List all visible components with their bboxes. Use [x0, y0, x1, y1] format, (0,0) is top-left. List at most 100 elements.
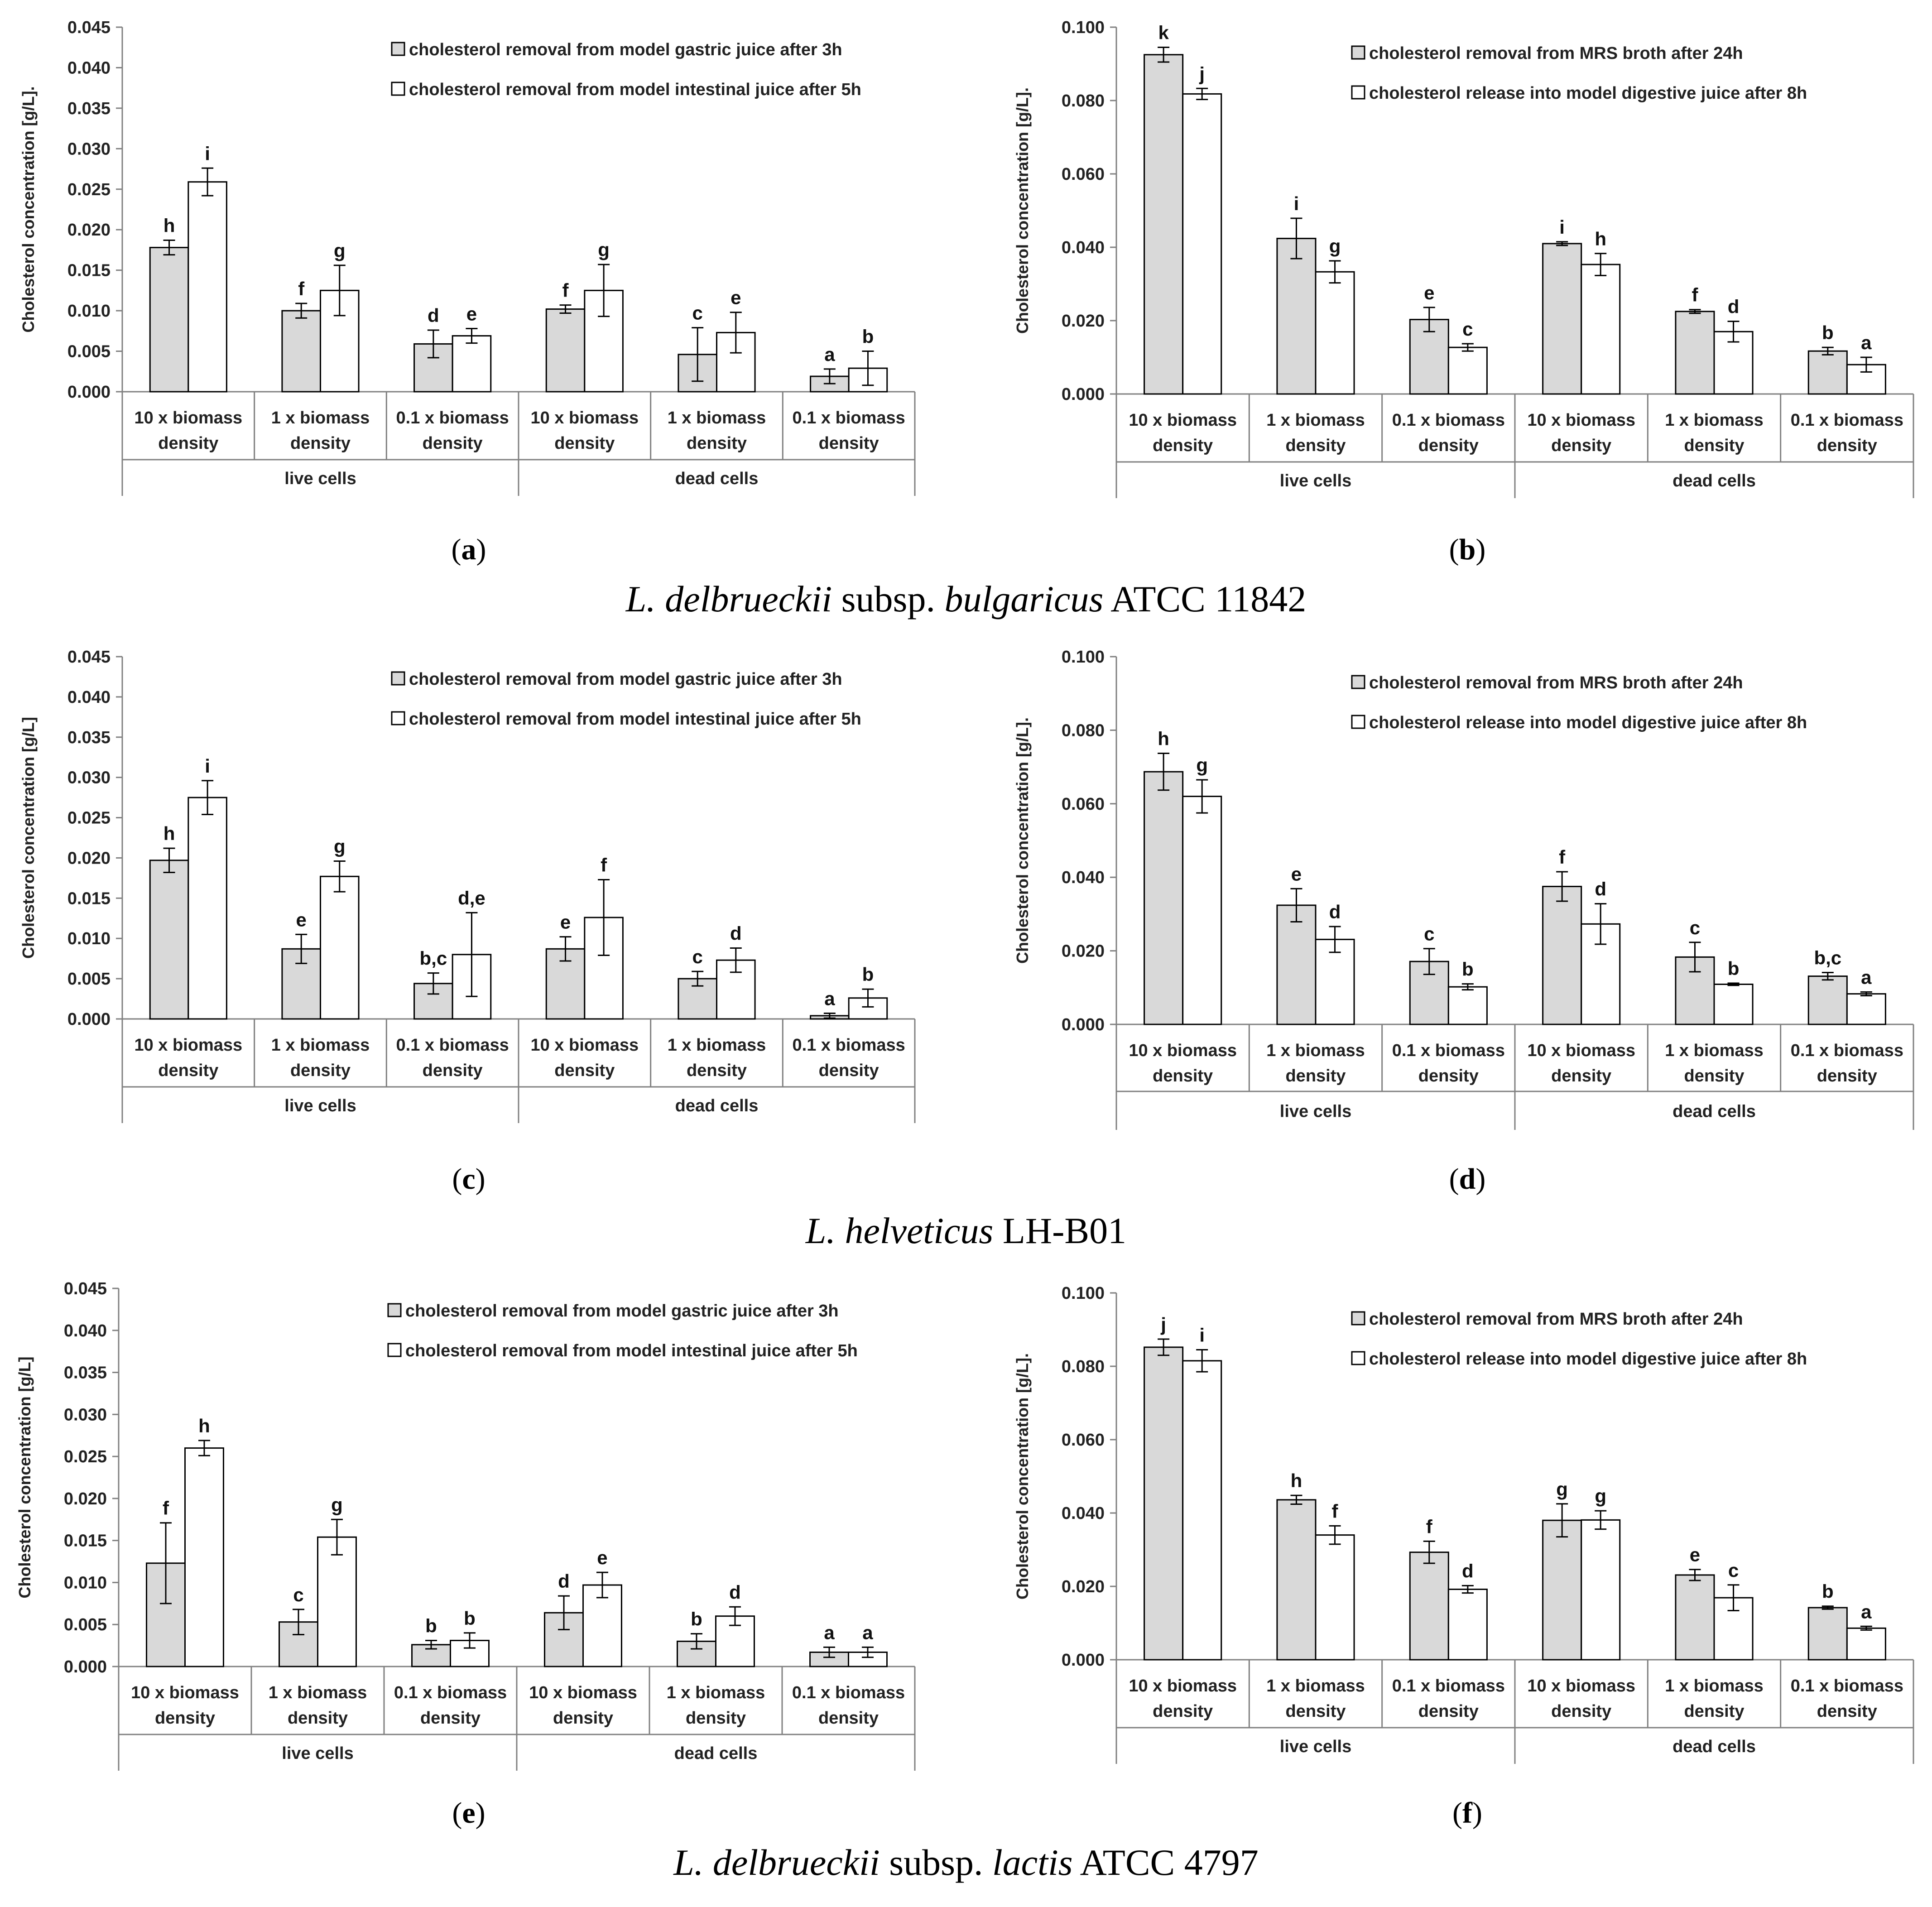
x-category-label: 10 x biomass	[1129, 1676, 1237, 1696]
y-tick-label: 0.020	[67, 849, 111, 868]
legend-label: cholesterol removal from MRS broth after…	[1369, 44, 1743, 63]
legend-swatch	[391, 82, 405, 96]
bar-series2	[1182, 93, 1222, 395]
x-category-label: 10 x biomass	[530, 1036, 639, 1055]
x-category-label: density	[1285, 1066, 1346, 1086]
legend-label: cholesterol removal from MRS broth after…	[1369, 1310, 1743, 1329]
significance-label: f	[1426, 1516, 1433, 1537]
y-tick-label: 0.040	[1062, 868, 1105, 887]
legend-swatch	[1351, 45, 1365, 60]
x-category-label: 1 x biomass	[1266, 1676, 1365, 1696]
significance-label: j	[1199, 63, 1205, 84]
panel-label: (c)	[452, 1162, 485, 1196]
significance-label: e	[1424, 282, 1434, 303]
significance-label: b	[1822, 1581, 1834, 1602]
x-category-label: 0.1 x biomass	[1392, 1041, 1505, 1060]
significance-label: b,c	[1814, 947, 1841, 969]
y-tick-label: 0.060	[1062, 165, 1105, 184]
y-tick-label: 0.000	[1062, 385, 1105, 404]
significance-label: d	[1329, 901, 1341, 922]
y-tick-label: 0.040	[67, 688, 111, 707]
y-tick-label: 0.030	[67, 139, 111, 159]
significance-label: j	[1160, 1314, 1166, 1335]
y-tick-label: 0.045	[67, 18, 111, 37]
legend-swatch	[1351, 85, 1365, 100]
legend-swatch	[391, 42, 405, 56]
significance-label: d	[428, 305, 439, 326]
significance-label: e	[466, 303, 477, 324]
significance-label: i	[205, 143, 210, 164]
x-category-label: 10 x biomass	[134, 408, 242, 428]
legend-label: cholesterol removal from model gastric j…	[409, 40, 842, 59]
y-axis-title: Cholesterol concentration [g/L]	[19, 717, 38, 959]
significance-label: d	[1728, 296, 1740, 317]
x-category-label: density	[1551, 436, 1611, 455]
x-category-label: density	[1817, 1066, 1877, 1086]
x-category-label: density	[819, 1061, 879, 1080]
y-tick-label: 0.020	[64, 1489, 107, 1508]
x-category-label: 1 x biomass	[271, 408, 370, 428]
y-tick-label: 0.000	[64, 1657, 107, 1676]
y-tick-label: 0.005	[64, 1615, 107, 1634]
strain-caption: L. delbrueckii subsp. bulgaricus ATCC 11…	[625, 578, 1307, 620]
y-axis-title: Cholesterol concentration [g/L].	[1013, 1353, 1032, 1600]
x-category-label: 1 x biomass	[1665, 1041, 1764, 1060]
bar-series2	[1713, 983, 1754, 1025]
significance-label: a	[824, 1622, 835, 1643]
y-axis-title: Cholesterol concentration [g/L]	[15, 1356, 34, 1598]
x-category-label: 1 x biomass	[1665, 1676, 1764, 1696]
bar-series2	[1182, 796, 1222, 1025]
significance-label: d	[558, 1571, 570, 1592]
panel-label: (a)	[452, 533, 486, 566]
significance-label: i	[205, 755, 210, 777]
significance-label: i	[1559, 216, 1565, 238]
x-group-label: live cells	[284, 469, 356, 488]
significance-label: e	[560, 912, 571, 933]
bar-series1	[1276, 1499, 1317, 1661]
x-category-label: density	[290, 434, 351, 453]
y-tick-label: 0.035	[67, 99, 111, 118]
significance-label: g	[1595, 1485, 1606, 1507]
significance-label: h	[163, 215, 175, 236]
y-tick-label: 0.015	[64, 1532, 107, 1551]
y-tick-label: 0.000	[67, 1010, 111, 1029]
legend-label: cholesterol release into model digestive…	[1369, 1350, 1807, 1369]
legend-label: cholesterol release into model digestive…	[1369, 84, 1807, 103]
bar-series1	[1276, 238, 1317, 395]
significance-label: d	[729, 1581, 741, 1603]
bar-series2	[1581, 264, 1621, 395]
significance-label: e	[1690, 1544, 1700, 1566]
significance-label: h	[163, 823, 175, 844]
x-category-label: 1 x biomass	[668, 1036, 766, 1055]
bar-series1	[1675, 311, 1715, 395]
y-tick-label: 0.045	[64, 1279, 107, 1298]
y-tick-label: 0.100	[1062, 18, 1105, 37]
bar-series2	[1447, 986, 1488, 1025]
panel-label: (d)	[1449, 1162, 1486, 1196]
bar-series1	[1807, 350, 1848, 395]
x-category-label: 10 x biomass	[134, 1036, 242, 1055]
significance-label: f	[1332, 1500, 1339, 1522]
panel-label: (b)	[1449, 533, 1486, 566]
significance-label: h	[1291, 1470, 1302, 1491]
x-category-label: 0.1 x biomass	[1791, 411, 1903, 430]
x-category-label: 10 x biomass	[131, 1683, 239, 1702]
y-tick-label: 0.015	[67, 261, 111, 280]
significance-label: c	[293, 1584, 303, 1605]
bar-series1	[1807, 975, 1848, 1025]
significance-label: c	[1728, 1560, 1739, 1581]
x-category-label: 1 x biomass	[667, 1683, 765, 1702]
bar-series2	[1315, 1534, 1355, 1661]
x-group-label: dead cells	[1672, 1737, 1756, 1756]
significance-label: b	[1822, 322, 1834, 343]
y-tick-label: 0.030	[64, 1405, 107, 1424]
panel-label: (f)	[1452, 1797, 1482, 1830]
significance-label: f	[1559, 846, 1566, 868]
significance-label: d	[1595, 879, 1606, 900]
y-tick-label: 0.005	[67, 342, 111, 361]
y-tick-label: 0.035	[64, 1364, 107, 1383]
x-category-label: density	[1817, 1702, 1877, 1721]
x-category-label: density	[290, 1061, 351, 1080]
chart-panel-c: 0.000 0.005 0.010 0.015 0.020 0.025 0.030 0.035…	[19, 648, 916, 1196]
